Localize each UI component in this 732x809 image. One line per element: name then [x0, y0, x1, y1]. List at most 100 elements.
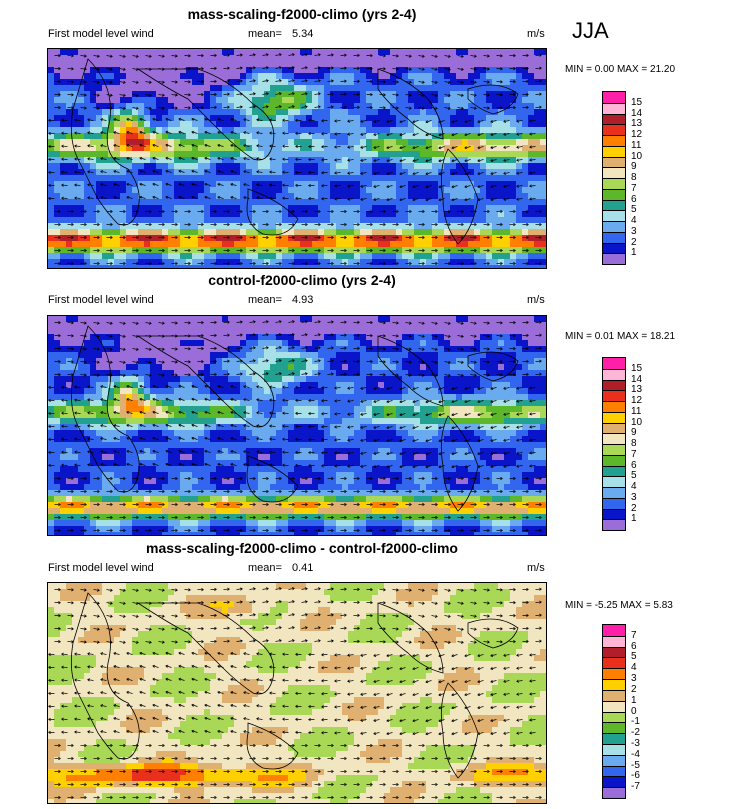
- wind-arrowhead: [503, 132, 507, 136]
- field-cell: [354, 157, 360, 163]
- field-cell: [324, 181, 330, 187]
- wind-arrowhead: [513, 248, 516, 253]
- field-cell: [390, 211, 396, 217]
- field-cell: [390, 328, 396, 334]
- field-cell: [312, 193, 318, 199]
- wind-arrowhead: [291, 53, 295, 57]
- field-cell: [306, 265, 312, 268]
- field-cell: [138, 205, 144, 211]
- wind-vector: [132, 94, 139, 97]
- wind-arrowhead: [460, 67, 464, 71]
- field-cell: [102, 259, 108, 265]
- field-cell: [486, 151, 492, 157]
- field-cell: [126, 49, 132, 55]
- field-cell: [270, 247, 276, 253]
- field-cell: [402, 67, 408, 73]
- wind-arrowhead: [279, 261, 282, 266]
- field-cell: [504, 151, 510, 157]
- field-cell: [126, 151, 132, 157]
- field-cell: [192, 265, 198, 268]
- wind-arrowhead: [308, 183, 311, 188]
- field-cell: [138, 187, 144, 193]
- field-cell: [528, 109, 534, 115]
- wind-vector: [444, 81, 451, 84]
- field-cell: [504, 163, 510, 169]
- field-cell: [114, 175, 120, 181]
- field-cell: [306, 115, 312, 121]
- field-cell: [228, 157, 234, 163]
- field-cell: [66, 169, 72, 175]
- wind-arrowhead: [386, 132, 390, 137]
- field-cell: [324, 247, 330, 253]
- field-cell: [378, 352, 384, 358]
- wind-vector: [158, 94, 165, 96]
- field-cell: [288, 97, 294, 103]
- field-cell: [102, 199, 108, 205]
- wind-arrowhead: [97, 222, 100, 227]
- field-cell: [288, 163, 294, 169]
- wind-vector: [243, 157, 250, 160]
- field-cell: [234, 133, 240, 139]
- field-cell: [462, 328, 468, 334]
- field-cell: [348, 169, 354, 175]
- field-cell: [522, 139, 528, 145]
- field-cell: [120, 139, 126, 145]
- wind-arrowhead: [87, 157, 91, 161]
- field-cell: [408, 340, 414, 346]
- field-cell: [408, 328, 414, 334]
- field-cell: [384, 79, 390, 85]
- wind-arrowhead: [71, 93, 74, 97]
- wind-vector: [503, 185, 510, 188]
- field-cell: [210, 187, 216, 193]
- wind-arrowhead: [434, 106, 438, 110]
- field-cell: [384, 328, 390, 334]
- field-cell: [522, 97, 528, 103]
- field-cell: [144, 163, 150, 169]
- field-cell: [108, 85, 114, 91]
- wind-arrowhead: [139, 130, 143, 134]
- field-cell: [438, 247, 444, 253]
- field-cell: [480, 187, 486, 193]
- field-cell: [480, 55, 486, 61]
- colorbar-cell: [603, 178, 625, 189]
- wind-vector: [418, 68, 425, 70]
- field-cell: [402, 241, 408, 247]
- field-cell: [390, 259, 396, 265]
- field-cell: [204, 352, 210, 358]
- field-cell: [336, 169, 342, 175]
- field-cell: [234, 316, 240, 322]
- field-cell: [498, 223, 504, 229]
- field-cell: [84, 235, 90, 241]
- wind-arrowhead: [308, 157, 311, 162]
- wind-vector: [301, 67, 308, 69]
- field-cell: [138, 247, 144, 253]
- wind-arrowhead: [490, 145, 494, 149]
- field-cell: [516, 328, 522, 334]
- field-cell: [330, 133, 336, 139]
- colorbar-cell: [603, 102, 625, 114]
- field-cell: [90, 340, 96, 346]
- field-cell: [516, 163, 522, 169]
- field-cell: [522, 115, 528, 121]
- field-cell: [306, 49, 312, 55]
- field-cell: [348, 340, 354, 346]
- wind-arrowhead: [334, 145, 337, 149]
- field-cell: [126, 229, 132, 235]
- field-cell: [522, 352, 528, 358]
- field-cell: [342, 259, 348, 265]
- field-cell: [462, 346, 468, 352]
- field-cell: [210, 352, 216, 358]
- field-cell: [516, 115, 522, 121]
- wind-vector: [230, 183, 237, 186]
- field-cell: [198, 259, 204, 265]
- field-cell: [330, 109, 336, 115]
- field-cell: [378, 316, 384, 322]
- wind-arrowhead: [500, 80, 503, 84]
- field-cell: [252, 55, 258, 61]
- field-cell: [270, 163, 276, 169]
- field-cell: [420, 61, 426, 67]
- wind-arrowhead: [477, 171, 481, 176]
- field-cell: [402, 352, 408, 358]
- wind-arrowhead: [201, 106, 204, 110]
- wind-vector: [100, 170, 107, 173]
